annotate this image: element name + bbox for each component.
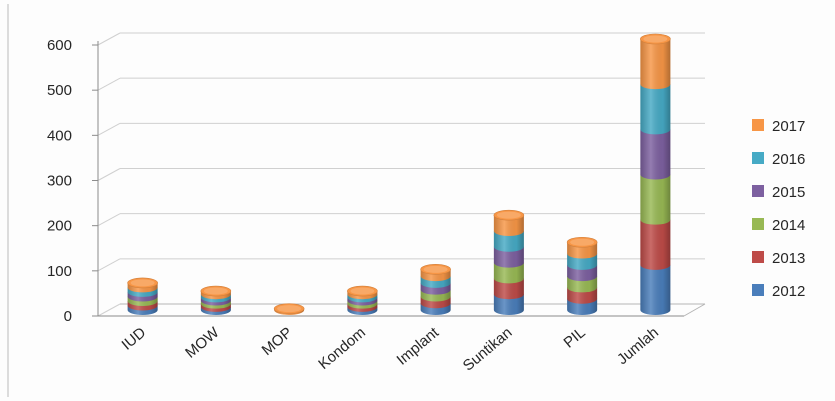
y-tick-label: 0: [64, 308, 72, 325]
bar-shade-suntikan-2013: [493, 278, 524, 300]
bar-implant: [420, 264, 451, 315]
bar-shade-jumlah-2012: [640, 264, 671, 315]
legend-swatch: [752, 251, 764, 263]
y-tick-label: 300: [47, 173, 72, 190]
y-tick-label: 500: [47, 82, 72, 99]
legend: 2017 2016 2015 2014 2013 2012: [752, 118, 805, 300]
legend-swatch: [752, 284, 764, 296]
bar-top-jumlah: [640, 33, 671, 45]
legend-label: 2017: [772, 118, 805, 135]
gridline-side-600: [97, 32, 121, 46]
y-axis-ticks: 0 100 200 300 400 500 600: [47, 37, 72, 325]
bars: [127, 33, 671, 315]
y-tick-label: 100: [47, 263, 72, 280]
y-tick-label: 400: [47, 127, 72, 144]
legend-swatch: [752, 152, 764, 164]
x-tick-label: MOW: [182, 324, 223, 362]
bar-top-highlight-mow: [203, 287, 228, 295]
bar-shade-suntikan-2017: [493, 215, 524, 236]
legend-swatch: [752, 185, 764, 197]
bar-shade-jumlah-2013: [640, 219, 671, 270]
bar-iud: [127, 277, 158, 315]
bar-top-mow: [200, 285, 232, 297]
legend-swatch: [752, 119, 764, 131]
x-tick-label: PIL: [561, 324, 589, 351]
legend-label: 2015: [772, 184, 805, 201]
bar-mop: [273, 303, 305, 315]
legend-label: 2016: [772, 151, 805, 168]
x-tick-label: Jumlah: [614, 324, 662, 368]
axes: [92, 41, 706, 317]
x-tick-label: IUD: [118, 324, 149, 354]
gridline-side-500: [97, 77, 121, 91]
x-tick-label: Kondom: [315, 324, 369, 373]
gridline-side-300: [97, 168, 121, 181]
bar-shade-jumlah-2016: [640, 84, 671, 135]
bar-shade-suntikan-2014: [493, 262, 524, 284]
bar-kondom: [347, 285, 378, 315]
legend-item-2012: 2012: [752, 283, 805, 300]
legend-label: 2012: [772, 283, 805, 300]
bar-top-highlight-kondom: [350, 287, 375, 295]
bar-jumlah: [640, 33, 671, 315]
gridline-side-0: [97, 303, 121, 317]
bar-mow: [200, 285, 232, 315]
bar-top-highlight-suntikan: [496, 211, 521, 219]
bar-suntikan: [493, 209, 525, 315]
legend-item-2015: 2015: [752, 184, 805, 201]
bar-top-highlight-iud: [130, 279, 155, 287]
gridline-side-100: [97, 258, 121, 272]
bar-top-kondom: [347, 285, 378, 297]
legend-swatch: [752, 218, 764, 230]
gridline-side-200: [97, 213, 121, 227]
legend-item-2017: 2017: [752, 118, 805, 135]
x-axis-side: [683, 303, 706, 317]
bar-shade-jumlah-2014: [640, 174, 671, 225]
bar-shade-suntikan-2012: [493, 294, 524, 315]
bar-top-highlight-mop: [277, 305, 302, 313]
x-tick-label: Implant: [394, 324, 443, 369]
x-tick-label: Suntikan: [460, 324, 516, 375]
bar-top-highlight-jumlah: [643, 35, 668, 43]
bar-pil: [566, 236, 598, 315]
bar-shade-jumlah-2015: [640, 129, 671, 180]
bar-top-highlight-pil: [570, 238, 595, 246]
legend-item-2013: 2013: [752, 250, 805, 267]
bar-shade-suntikan-2015: [493, 246, 524, 268]
y-tick-label: 200: [47, 218, 72, 235]
bar-top-iud: [127, 277, 158, 289]
x-axis-labels: IUD MOW MOP Kondom Implant Suntikan PIL Jumlah: [118, 324, 661, 375]
bar-shade-jumlah-2017: [640, 39, 671, 90]
bar-top-suntikan: [493, 209, 525, 221]
bar-top-pil: [566, 236, 598, 248]
legend-label: 2013: [772, 250, 805, 267]
legend-item-2014: 2014: [752, 217, 805, 234]
bar-shade-suntikan-2016: [493, 230, 524, 252]
legend-label: 2014: [772, 217, 805, 234]
gridlines: [97, 32, 705, 317]
y-tick-label: 600: [47, 37, 72, 54]
gridline-side-400: [97, 122, 121, 136]
bar-top-implant: [420, 264, 451, 275]
bar-top-highlight-implant: [423, 265, 448, 273]
bar-top-mop: [273, 303, 305, 314]
legend-item-2016: 2016: [752, 151, 805, 168]
x-tick-label: MOP: [259, 324, 296, 359]
